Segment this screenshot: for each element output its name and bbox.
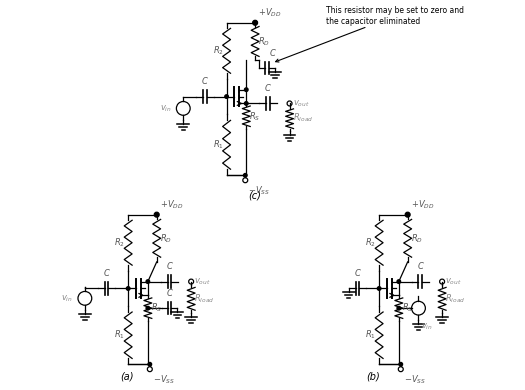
- Text: $R_S$: $R_S$: [402, 302, 413, 314]
- Circle shape: [245, 88, 248, 91]
- Text: This resistor may be set to zero and
the capacitor eliminated: This resistor may be set to zero and the…: [276, 6, 464, 62]
- Text: $R_2$: $R_2$: [365, 236, 376, 249]
- Circle shape: [377, 287, 381, 290]
- Text: $C$: $C$: [201, 75, 209, 86]
- Text: $-V_{SS}$: $-V_{SS}$: [248, 184, 270, 197]
- Text: $C$: $C$: [269, 47, 277, 58]
- Circle shape: [397, 280, 401, 284]
- Text: $R_D$: $R_D$: [160, 232, 172, 245]
- Text: $C$: $C$: [102, 267, 110, 278]
- Circle shape: [155, 213, 159, 216]
- Circle shape: [399, 362, 403, 366]
- Text: $R_{load}$: $R_{load}$: [445, 292, 466, 305]
- Circle shape: [244, 174, 247, 177]
- Circle shape: [397, 307, 401, 310]
- Text: $C$: $C$: [165, 260, 173, 271]
- Text: $v_{out}$: $v_{out}$: [445, 277, 462, 287]
- Text: $R_{load}$: $R_{load}$: [194, 292, 215, 305]
- Text: $+V_{DD}$: $+V_{DD}$: [160, 198, 183, 211]
- Text: $C$: $C$: [353, 267, 361, 278]
- Circle shape: [245, 102, 248, 105]
- Text: $R_1$: $R_1$: [213, 138, 224, 151]
- Text: $+V_{DD}$: $+V_{DD}$: [411, 198, 434, 211]
- Text: (a): (a): [120, 372, 134, 382]
- Circle shape: [127, 287, 130, 290]
- Text: $v_{out}$: $v_{out}$: [194, 277, 211, 287]
- Text: $R_2$: $R_2$: [114, 236, 125, 249]
- Text: (b): (b): [366, 372, 380, 382]
- Text: $R_1$: $R_1$: [114, 329, 125, 342]
- Text: $C$: $C$: [165, 287, 173, 298]
- Text: (c): (c): [249, 190, 261, 200]
- Circle shape: [146, 307, 150, 310]
- Text: $v_{out}$: $v_{out}$: [292, 98, 309, 109]
- Text: $R_2$: $R_2$: [213, 44, 224, 57]
- Text: $+V_{DD}$: $+V_{DD}$: [258, 6, 281, 19]
- Text: $C$: $C$: [416, 260, 424, 271]
- Text: $v_{in}$: $v_{in}$: [160, 103, 172, 113]
- Text: $-V_{SS}$: $-V_{SS}$: [153, 373, 175, 386]
- Text: $R_S$: $R_S$: [151, 302, 162, 314]
- Text: $C$: $C$: [264, 82, 272, 93]
- Circle shape: [406, 213, 410, 216]
- Text: $R_D$: $R_D$: [411, 232, 423, 245]
- Circle shape: [254, 21, 257, 25]
- Text: $v_{in}$: $v_{in}$: [61, 293, 73, 303]
- Text: $R_S$: $R_S$: [249, 110, 260, 122]
- Circle shape: [225, 95, 228, 98]
- Text: $R_D$: $R_D$: [258, 35, 270, 48]
- Text: $-V_{SS}$: $-V_{SS}$: [404, 373, 426, 386]
- Text: $R_{load}$: $R_{load}$: [292, 112, 313, 124]
- Circle shape: [146, 280, 150, 284]
- Circle shape: [148, 362, 152, 366]
- Text: $R_1$: $R_1$: [365, 329, 376, 342]
- Text: $v_{in}$: $v_{in}$: [422, 322, 433, 332]
